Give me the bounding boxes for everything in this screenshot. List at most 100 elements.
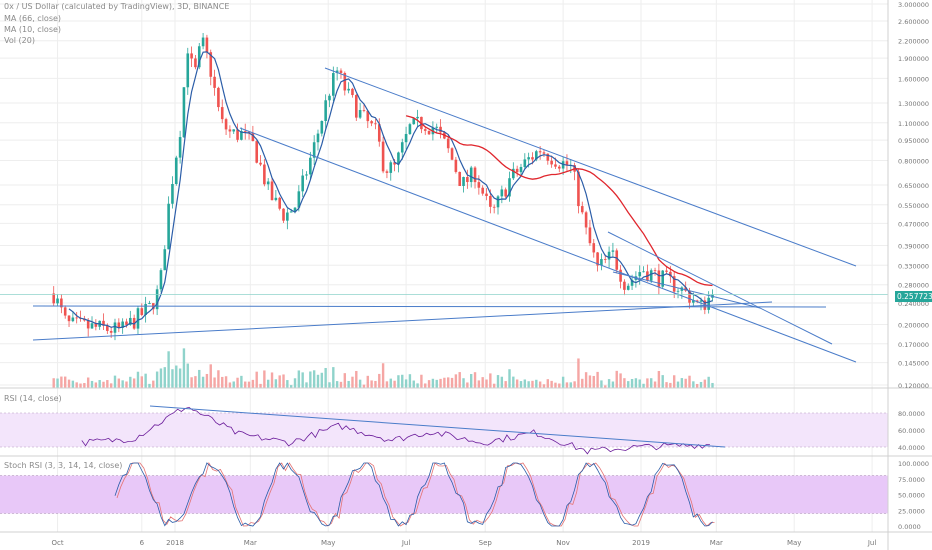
- candle-body: [588, 227, 592, 244]
- volume-bar: [301, 372, 304, 388]
- candle-body: [240, 131, 243, 140]
- price-tick-label: 3.000000: [898, 1, 929, 9]
- volume-bar: [175, 365, 178, 388]
- volume-bar: [205, 373, 209, 388]
- volume-bar: [94, 382, 98, 388]
- candle-body: [389, 162, 393, 173]
- volume-bar: [615, 370, 618, 388]
- candle-body: [611, 250, 615, 252]
- volume-bar: [109, 383, 113, 388]
- price-tick-label: 0.470000: [898, 220, 929, 228]
- volume-bar: [98, 380, 101, 388]
- volume-bar: [657, 370, 661, 388]
- volume-bar: [259, 383, 262, 388]
- volume-bar: [182, 348, 186, 388]
- volume-bar: [596, 371, 599, 388]
- volume-bar: [289, 385, 293, 388]
- ma10-line: [68, 51, 713, 329]
- candle-body: [167, 203, 170, 250]
- candle-body: [684, 287, 687, 291]
- candle-body: [197, 46, 201, 68]
- trend-line: [612, 271, 761, 309]
- candle-body: [63, 307, 67, 316]
- volume-bar: [194, 376, 197, 388]
- candle-body: [504, 189, 507, 197]
- candle-body: [343, 72, 347, 91]
- candle-body: [638, 272, 642, 277]
- volume-bar: [462, 378, 465, 388]
- volume-bar: [485, 379, 488, 388]
- time-tick-label: Nov: [556, 539, 570, 547]
- candle-body: [289, 211, 293, 213]
- volume-bar: [427, 380, 431, 388]
- candle-body: [596, 252, 599, 266]
- volume-bar: [113, 375, 117, 388]
- candle-body: [707, 297, 710, 310]
- volume-bar: [140, 376, 144, 388]
- volume-bar: [381, 363, 385, 388]
- candle-body: [232, 129, 236, 132]
- volume-bar: [60, 376, 63, 388]
- volume-bar: [684, 378, 687, 388]
- price-tick-label: 0.145000: [898, 360, 929, 368]
- volume-bar: [561, 376, 565, 388]
- candle-body: [439, 126, 442, 133]
- volume-bar: [577, 358, 580, 388]
- candle-body: [565, 161, 569, 166]
- volume-bar: [358, 379, 362, 388]
- volume-bar: [132, 378, 136, 388]
- volume-bar: [198, 369, 201, 388]
- candle-body: [113, 322, 117, 333]
- time-tick-label: Jul: [401, 539, 411, 547]
- candle-body: [301, 175, 304, 192]
- volume-bar: [67, 379, 71, 388]
- volume-bar: [519, 381, 523, 388]
- volume-bar: [125, 381, 128, 388]
- volume-bar: [209, 364, 212, 388]
- candle-body: [692, 300, 695, 303]
- candle-body: [535, 151, 538, 160]
- volume-bar: [408, 374, 412, 388]
- candle-body: [393, 162, 396, 165]
- time-tick-label: Mar: [244, 539, 257, 547]
- candle-body: [251, 133, 255, 142]
- time-tick-label: 6: [140, 539, 145, 547]
- candle-body: [293, 207, 297, 212]
- volume-bar: [531, 380, 534, 388]
- candle-body: [473, 167, 477, 183]
- volume-bar: [546, 379, 549, 388]
- candle-body: [56, 298, 59, 304]
- time-tick-label: May: [787, 539, 801, 547]
- candle-body: [481, 187, 484, 194]
- last-price-tag: 0.257723: [895, 291, 932, 302]
- candle-body: [550, 160, 553, 165]
- candle-body: [458, 171, 462, 186]
- volume-bar: [221, 376, 224, 388]
- candle-body: [489, 195, 492, 207]
- volume-bar: [351, 376, 354, 388]
- volume-bar: [634, 378, 638, 388]
- volume-bar: [512, 376, 515, 388]
- volume-bar: [152, 380, 155, 388]
- volume-bar: [454, 374, 458, 388]
- volume-bar: [232, 381, 235, 388]
- volume-bar: [236, 377, 239, 388]
- volume-bar: [309, 371, 312, 388]
- candle-body: [423, 129, 427, 131]
- candle-body: [312, 142, 316, 158]
- candle-body: [427, 130, 431, 135]
- volume-bar: [443, 377, 446, 388]
- volume-bar: [703, 379, 707, 388]
- candle-body: [320, 121, 324, 134]
- candle-body: [672, 276, 676, 292]
- volume-bar: [244, 381, 247, 388]
- volume-bar: [312, 370, 316, 388]
- volume-bar: [672, 375, 676, 388]
- rsi-tick-label: 40.0000: [898, 444, 925, 452]
- candle-body: [205, 37, 209, 53]
- candle-body: [515, 168, 519, 173]
- candle-body: [416, 116, 419, 119]
- stoch-band: [0, 475, 888, 514]
- volume-bar: [584, 372, 588, 388]
- volume-bar: [255, 371, 258, 388]
